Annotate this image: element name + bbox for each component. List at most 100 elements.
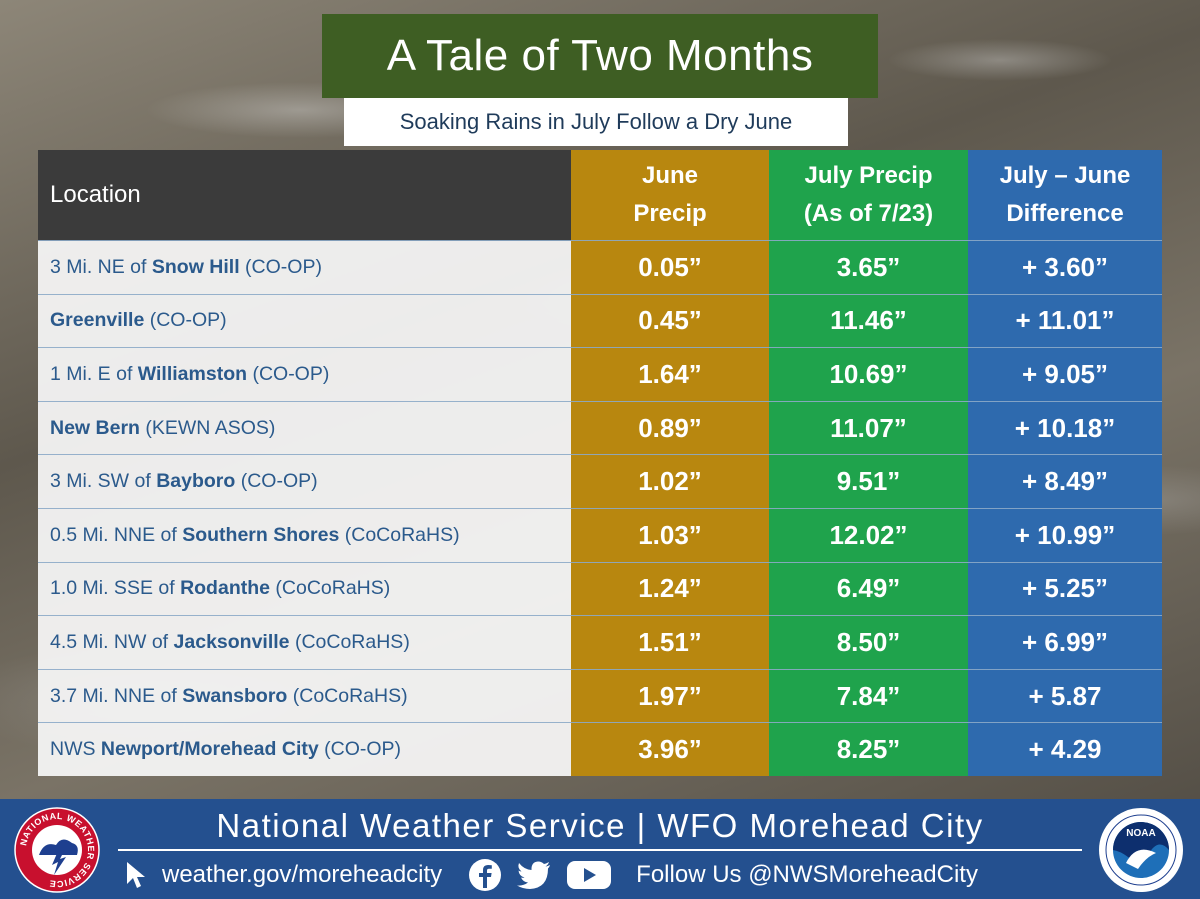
difference-cell: + 5.87: [968, 668, 1162, 723]
location-prefix: 1.0 Mi. SSE of: [50, 577, 181, 600]
location-suffix: (CoCoRaHS): [287, 684, 408, 707]
header-difference: July – June Difference: [968, 150, 1162, 241]
table-header-row: Location June Precip July Precip (As of …: [38, 150, 1162, 241]
june-precip-cell: 1.02”: [571, 454, 769, 509]
july-precip-cell: 11.07”: [769, 400, 968, 455]
location-prefix: 3 Mi. NE of: [50, 255, 152, 278]
table-row: Greenville (CO-OP) 0.45” 11.46” + 11.01”: [38, 293, 1162, 348]
footer-title: National Weather Service | WFO Morehead …: [216, 807, 984, 844]
table-row: 1 Mi. E of Williamston (CO-OP) 1.64” 10.…: [38, 347, 1162, 402]
june-precip-cell: 0.45”: [571, 293, 769, 348]
website-link[interactable]: weather.gov/moreheadcity: [162, 861, 443, 888]
location-cell: 1 Mi. E of Williamston (CO-OP): [38, 347, 571, 402]
location-city: Swansboro: [182, 684, 288, 707]
page-subtitle: Soaking Rains in July Follow a Dry June: [344, 98, 848, 146]
location-cell: 0.5 Mi. NNE of Southern Shores (CoCoRaHS…: [38, 507, 571, 563]
location-prefix: 1 Mi. E of: [50, 362, 138, 385]
location-city: New Bern: [50, 416, 140, 439]
location-city: Newport/Morehead City: [100, 738, 319, 761]
location-cell: 4.5 Mi. NW of Jacksonville (CoCoRaHS): [38, 615, 571, 670]
july-precip-cell: 6.49”: [769, 561, 968, 616]
table-row: 3 Mi. SW of Bayboro (CO-OP) 1.02” 9.51” …: [38, 454, 1162, 509]
location-cell: Greenville (CO-OP): [38, 293, 571, 348]
june-precip-cell: 1.51”: [571, 615, 769, 670]
facebook-icon[interactable]: [468, 858, 502, 892]
table-row: 1.0 Mi. SSE of Rodanthe (CoCoRaHS) 1.24”…: [38, 561, 1162, 616]
table-row: 3 Mi. NE of Snow Hill (CO-OP) 0.05” 3.65…: [38, 240, 1162, 295]
location-cell: 3 Mi. SW of Bayboro (CO-OP): [38, 454, 571, 509]
location-cell: New Bern (KEWN ASOS): [38, 400, 571, 455]
june-precip-cell: 1.64”: [571, 347, 769, 402]
header-july-line2: (As of 7/23): [803, 200, 934, 227]
location-prefix: 3.7 Mi. NNE of: [50, 684, 183, 707]
july-precip-cell: 12.02”: [769, 507, 968, 563]
header-diff-line1: July – June: [999, 162, 1131, 189]
july-precip-cell: 11.46”: [769, 293, 968, 348]
table-row: 4.5 Mi. NW of Jacksonville (CoCoRaHS) 1.…: [38, 615, 1162, 670]
location-city: Snow Hill: [151, 255, 240, 278]
location-prefix: 3 Mi. SW of: [50, 470, 157, 493]
july-precip-cell: 10.69”: [769, 347, 968, 402]
location-city: Southern Shores: [182, 523, 340, 546]
difference-cell: + 11.01”: [968, 293, 1162, 348]
june-precip-cell: 1.03”: [571, 507, 769, 563]
location-suffix: (CO-OP): [239, 255, 322, 278]
twitter-icon[interactable]: [516, 859, 552, 891]
location-suffix: (CO-OP): [247, 362, 330, 385]
table-row: 0.5 Mi. NNE of Southern Shores (CoCoRaHS…: [38, 507, 1162, 563]
cursor-arrow-icon: [127, 862, 145, 888]
july-precip-cell: 7.84”: [769, 668, 968, 723]
location-cell: 3 Mi. NE of Snow Hill (CO-OP): [38, 240, 571, 295]
table-row: 3.7 Mi. NNE of Swansboro (CoCoRaHS) 1.97…: [38, 668, 1162, 723]
header-june-line2: Precip: [633, 200, 707, 227]
june-precip-cell: 1.97”: [571, 668, 769, 723]
difference-cell: + 10.18”: [968, 400, 1162, 455]
location-prefix: NWS: [50, 738, 101, 761]
difference-cell: + 9.05”: [968, 347, 1162, 402]
nws-logo: NATIONAL WEATHER SERVICE: [14, 807, 100, 893]
location-suffix: (KEWN ASOS): [139, 416, 276, 439]
precip-table: Location June Precip July Precip (As of …: [38, 150, 1162, 777]
difference-cell: + 8.49”: [968, 454, 1162, 509]
july-precip-cell: 9.51”: [769, 454, 968, 509]
table-row: NWS Newport/Morehead City (CO-OP) 3.96” …: [38, 722, 1162, 777]
footer-bar: NATIONAL WEATHER SERVICE National Weathe…: [0, 799, 1200, 899]
difference-cell: + 6.99”: [968, 615, 1162, 670]
july-precip-cell: 3.65”: [769, 240, 968, 295]
difference-cell: + 3.60”: [968, 240, 1162, 295]
location-prefix: 4.5 Mi. NW of: [50, 630, 174, 653]
header-july-line1: July Precip: [804, 162, 933, 189]
follow-us-text[interactable]: Follow Us @NWSMoreheadCity: [636, 861, 978, 888]
location-city: Rodanthe: [180, 577, 270, 600]
june-precip-cell: 0.05”: [571, 240, 769, 295]
june-precip-cell: 0.89”: [571, 400, 769, 455]
youtube-icon[interactable]: [566, 859, 612, 891]
location-cell: 1.0 Mi. SSE of Rodanthe (CoCoRaHS): [38, 561, 571, 616]
june-precip-cell: 1.24”: [571, 561, 769, 616]
page-title: A Tale of Two Months: [322, 14, 878, 98]
location-suffix: (CO-OP): [144, 309, 227, 332]
difference-cell: + 10.99”: [968, 507, 1162, 563]
header-location: Location: [38, 150, 571, 241]
location-city: Williamston: [137, 362, 248, 385]
difference-cell: + 5.25”: [968, 561, 1162, 616]
location-city: Jacksonville: [173, 630, 290, 653]
location-suffix: (CoCoRaHS): [289, 630, 410, 653]
location-suffix: (CoCoRaHS): [339, 523, 460, 546]
header-june: June Precip: [571, 150, 769, 241]
noaa-logo: NOAA: [1099, 808, 1183, 892]
footer-links-row: weather.gov/moreheadcity Follow Us @NWSM…: [118, 853, 1082, 897]
table-row: New Bern (KEWN ASOS) 0.89” 11.07” + 10.1…: [38, 400, 1162, 455]
location-cell: NWS Newport/Morehead City (CO-OP): [38, 722, 571, 777]
location-suffix: (CO-OP): [318, 738, 402, 761]
location-prefix: 0.5 Mi. NNE of: [50, 523, 183, 546]
difference-cell: + 4.29: [968, 722, 1162, 777]
location-suffix: (CoCoRaHS): [269, 577, 391, 600]
header-july: July Precip (As of 7/23): [769, 150, 968, 241]
location-city: Bayboro: [156, 470, 236, 493]
july-precip-cell: 8.25”: [769, 722, 968, 777]
location-suffix: (CO-OP): [235, 470, 318, 493]
location-city: Greenville: [50, 309, 145, 332]
header-diff-line2: Difference: [1006, 200, 1124, 227]
july-precip-cell: 8.50”: [769, 615, 968, 670]
